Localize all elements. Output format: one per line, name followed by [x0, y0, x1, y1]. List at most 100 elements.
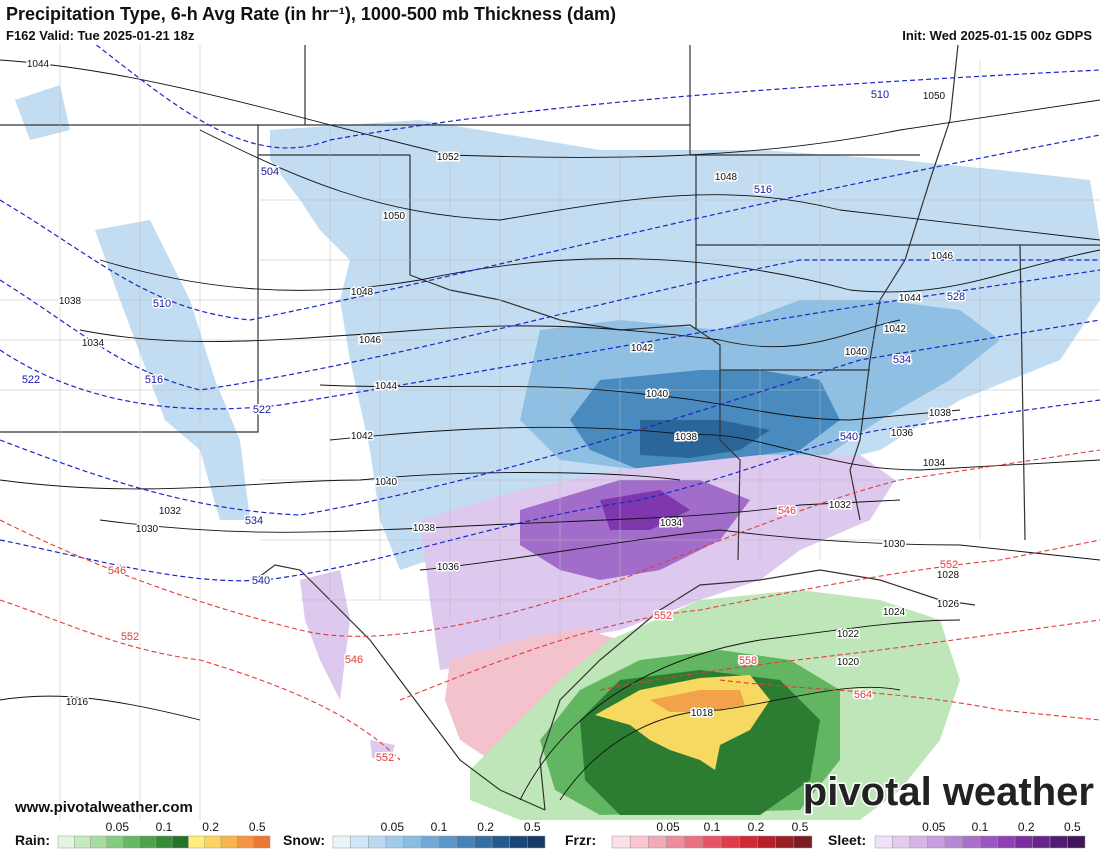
- contour-labels: 1044 1052 1050 1048 1050 1046 1038 1048 1044 1034…: [20, 58, 966, 766]
- legend-swatch: [684, 835, 704, 849]
- legend-tick-label: 0.1: [156, 820, 173, 834]
- contour-label: 534: [245, 515, 263, 527]
- snow-heaviest: [640, 420, 770, 458]
- legend-swatch: [509, 835, 528, 849]
- legend-swatch: [909, 835, 928, 849]
- legend-swatch: [927, 835, 946, 849]
- legend-swatch: [739, 835, 758, 849]
- legend-swatch: [122, 835, 140, 849]
- contour-label: 1020: [837, 657, 860, 668]
- legend-swatch: [720, 835, 740, 849]
- legend-tick-label: 0.2: [202, 820, 219, 834]
- contour-label: 546: [108, 565, 126, 577]
- legend-swatch: [979, 835, 998, 849]
- contour-label: 1050: [923, 91, 946, 102]
- legend-swatch: [171, 835, 189, 849]
- legend-swatch: [106, 835, 124, 849]
- legend-swatch: [1014, 835, 1033, 849]
- contour-label: 1022: [837, 629, 860, 640]
- contour-label: 1044: [375, 381, 398, 392]
- contour-label: 1036: [437, 562, 460, 573]
- legend-swatch: [962, 835, 981, 849]
- legend-swatch: [456, 835, 475, 849]
- legend-swatch: [666, 835, 685, 849]
- sleet-heaviest: [600, 490, 690, 530]
- contour-label: 1026: [937, 599, 960, 610]
- legend-swatch: [385, 835, 404, 849]
- contour-label: 1034: [660, 518, 683, 529]
- legend-swatch: [1032, 835, 1051, 849]
- legend-tick-label: 0.05: [106, 820, 130, 834]
- legend-swatch: [350, 835, 369, 849]
- legend-swatch: [1067, 835, 1086, 849]
- legend-tick-label: 0.2: [748, 820, 765, 834]
- legend-tick-label: 0.1: [431, 820, 448, 834]
- legend-swatch: [155, 835, 173, 849]
- legend-swatch: [1049, 835, 1068, 849]
- legend-swatch: [702, 835, 722, 849]
- legend-swatch: [237, 835, 254, 849]
- contour-label: 552: [940, 559, 958, 571]
- contour-label: 1038: [59, 296, 82, 307]
- legend-tick-label: 0.05: [656, 820, 680, 834]
- legend-swatch: [474, 835, 493, 849]
- legend-tick-label: 0.5: [792, 820, 809, 834]
- legend-tick-label: 0.5: [524, 820, 541, 834]
- contour-label: 510: [153, 298, 171, 310]
- contour-label: 1040: [646, 389, 669, 400]
- legend-tick-label: 0.05: [922, 820, 946, 834]
- contour-label: 522: [253, 404, 271, 416]
- legend-swatch: [611, 835, 631, 849]
- contour-label: 1048: [715, 172, 738, 183]
- contour-label: 510: [871, 89, 889, 101]
- contour-label: 1036: [891, 428, 914, 439]
- contour-label: 1040: [845, 347, 868, 358]
- contour-label: 1046: [931, 251, 954, 262]
- legend-swatch: [74, 835, 91, 849]
- contour-label: 1042: [884, 324, 907, 335]
- contour-label: 552: [376, 752, 394, 764]
- contour-label: 1044: [899, 293, 922, 304]
- site-url: www.pivotalweather.com: [14, 799, 193, 816]
- contour-label: 540: [252, 575, 270, 587]
- legend-swatch: [775, 835, 795, 849]
- legend-label: Snow:: [283, 832, 325, 848]
- legend-tick-label: 0.5: [1064, 820, 1081, 834]
- contour-label: 522: [22, 374, 40, 386]
- contour-label: 540: [840, 431, 858, 443]
- county-lines: [0, 45, 1100, 820]
- legend-tick-label: 0.05: [381, 820, 405, 834]
- frzr-area: [445, 628, 620, 760]
- state-borders: [0, 44, 1100, 811]
- contour-label: 546: [345, 654, 363, 666]
- legend-label: Rain:: [15, 832, 50, 848]
- legend-tick-label: 0.2: [477, 820, 494, 834]
- contour-label: 1044: [27, 59, 50, 70]
- legend-swatch: [90, 835, 108, 849]
- contour-label: 552: [654, 610, 672, 622]
- contour-label: 1052: [437, 152, 460, 163]
- legend-swatch: [332, 835, 351, 849]
- legend-swatch: [648, 835, 667, 849]
- contour-label: 1028: [937, 570, 960, 581]
- legend-label: Frzr:: [565, 832, 596, 848]
- contour-label: 1042: [631, 343, 654, 354]
- contour-label: 1030: [883, 539, 906, 550]
- valid-time: F162 Valid: Tue 2025-01-21 18z: [6, 28, 195, 43]
- contour-label: 1048: [351, 287, 374, 298]
- legend-swatch: [403, 835, 422, 849]
- contour-label: 1046: [359, 335, 382, 346]
- legend-swatch: [892, 835, 911, 849]
- legend-swatch: [757, 835, 776, 849]
- contour-label: 1034: [82, 338, 105, 349]
- legend-swatch: [944, 835, 963, 849]
- legend-swatch: [421, 835, 440, 849]
- legend-tick-label: 0.2: [1018, 820, 1035, 834]
- contour-label: 1038: [413, 523, 436, 534]
- contour-label: 1016: [66, 697, 89, 708]
- contour-label: 1024: [883, 607, 906, 618]
- map: 1044 1052 1050 1048 1050 1046 1038 1048 1044 1034…: [0, 39, 1100, 820]
- contour-label: 504: [261, 166, 279, 178]
- contour-label: 516: [145, 374, 163, 386]
